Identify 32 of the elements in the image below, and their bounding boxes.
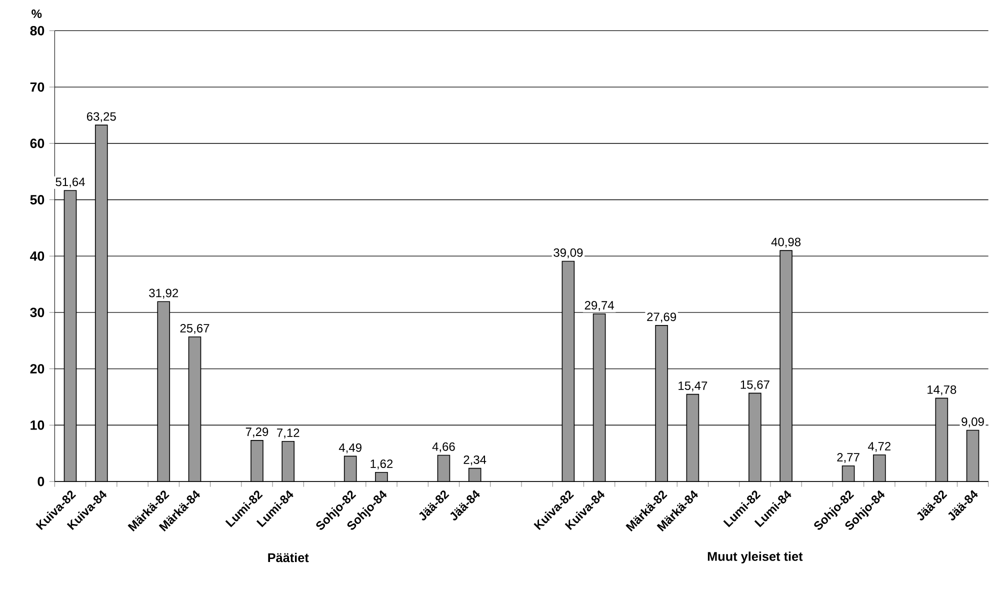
y-axis-title: %	[32, 10, 42, 18]
data-label: 4,72	[868, 442, 890, 452]
data-label: 27,69	[647, 312, 676, 323]
text: Päätiet	[268, 553, 309, 562]
data-label: 2,77	[837, 453, 860, 464]
y-tick-label: 50	[30, 195, 44, 205]
data-label: 63,25	[86, 112, 116, 122]
data-label: 15,67	[740, 380, 770, 390]
text: Muut yleiset tiet	[708, 552, 803, 564]
data-label: 39,09	[554, 248, 583, 259]
y-tick-label: 20	[30, 364, 44, 374]
data-label: 9,09	[962, 418, 984, 428]
y-tick-label: 30	[30, 308, 44, 318]
data-label: 1,62	[370, 460, 393, 470]
y-tick-label: 60	[30, 138, 44, 148]
data-label: 25,67	[180, 324, 210, 334]
data-label: 7,12	[277, 428, 300, 439]
data-label: 15,47	[678, 382, 708, 392]
data-label: 29,74	[584, 301, 614, 312]
y-tick-label: 10	[30, 420, 44, 430]
data-label: 4,66	[432, 442, 455, 453]
data-label: 2,34	[464, 456, 486, 466]
data-label: 31,92	[149, 289, 178, 299]
data-label: 14,78	[928, 386, 956, 396]
data-label: 51,64	[56, 178, 85, 188]
data-label: 7,29	[246, 428, 268, 438]
y-tick-label: 80	[30, 26, 44, 36]
y-tick-label: 70	[30, 82, 44, 92]
data-label: 4,49	[338, 444, 362, 454]
y-tick-label: 0	[38, 477, 44, 486]
data-label: 40,98	[771, 238, 801, 248]
y-tick-label: 40	[30, 252, 44, 262]
